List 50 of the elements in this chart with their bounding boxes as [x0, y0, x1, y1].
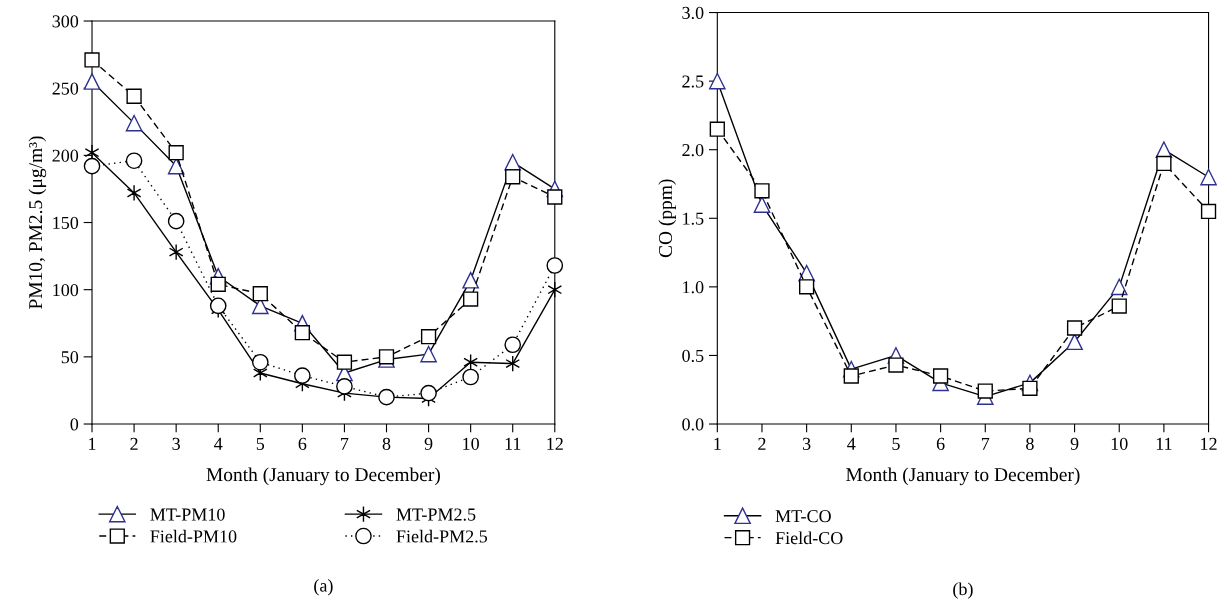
- x-tick-label: 9: [1070, 437, 1079, 450]
- x-tick-label: 1: [714, 437, 721, 450]
- y-tick-label: 0: [70, 418, 79, 431]
- y-tick-label: 1.5: [683, 212, 704, 225]
- x-tick-label: 2: [130, 437, 138, 450]
- x-tick-label: 8: [382, 437, 391, 450]
- x-tick-label: 4: [847, 437, 856, 450]
- y-tick-label: 0.5: [682, 349, 704, 362]
- x-tick-label: 10: [1111, 437, 1128, 450]
- x-tick-label: 5: [256, 437, 265, 450]
- legend-label: MT-PM2.5: [396, 508, 476, 521]
- y-tick-label: 150: [53, 216, 79, 229]
- y-tick-label: 100: [53, 283, 79, 297]
- x-tick-label: 10: [463, 437, 479, 450]
- text: (a): [314, 579, 333, 596]
- x-tick-label: 12: [1201, 437, 1217, 450]
- x-tick-label: 7: [341, 437, 349, 450]
- y-tick-label: 0.0: [682, 418, 704, 431]
- x-tick-label: 12: [547, 437, 563, 450]
- x-tick-label: 1: [89, 437, 96, 450]
- text: (b): [953, 582, 973, 599]
- x-axis-title: Month (January to December): [846, 467, 1080, 486]
- x-tick-label: 4: [214, 437, 223, 450]
- x-tick-label: 11: [505, 437, 521, 450]
- y-tick-label: 50: [61, 351, 79, 364]
- x-tick-label: 2: [758, 437, 766, 450]
- x-tick-label: 3: [172, 437, 180, 450]
- x-tick-label: 8: [1026, 437, 1034, 450]
- legend-label: MT-CO: [775, 510, 831, 523]
- x-tick-label: 11: [1156, 437, 1172, 450]
- y-tick-label: 2.0: [682, 143, 704, 157]
- y-tick-label: 200: [52, 149, 79, 162]
- legend-label: Field-PM10: [150, 529, 237, 543]
- y-tick-label: 2.5: [682, 75, 704, 88]
- y-tick-label: 300: [52, 15, 79, 28]
- x-tick-label: 6: [298, 437, 307, 450]
- legend-label: Field-CO: [775, 531, 843, 545]
- x-tick-label: 3: [802, 437, 811, 450]
- x-tick-label: 7: [981, 437, 990, 450]
- y-tick-label: 3.0: [682, 6, 704, 20]
- y-axis-title: PM10, PM2.5 (μg/m³): [28, 136, 47, 309]
- y-tick-label: 1.0: [683, 281, 704, 294]
- legend-label: Field-PM2.5: [396, 529, 488, 543]
- x-tick-label: 6: [936, 437, 945, 450]
- x-tick-label: 9: [424, 437, 433, 450]
- y-tick-label: 250: [52, 82, 79, 95]
- legend-label: MT-PM10: [150, 508, 225, 521]
- y-axis-title: CO (ppm): [658, 179, 676, 258]
- x-axis-title: Month (January to December): [206, 467, 440, 486]
- x-tick-label: 5: [892, 437, 900, 450]
